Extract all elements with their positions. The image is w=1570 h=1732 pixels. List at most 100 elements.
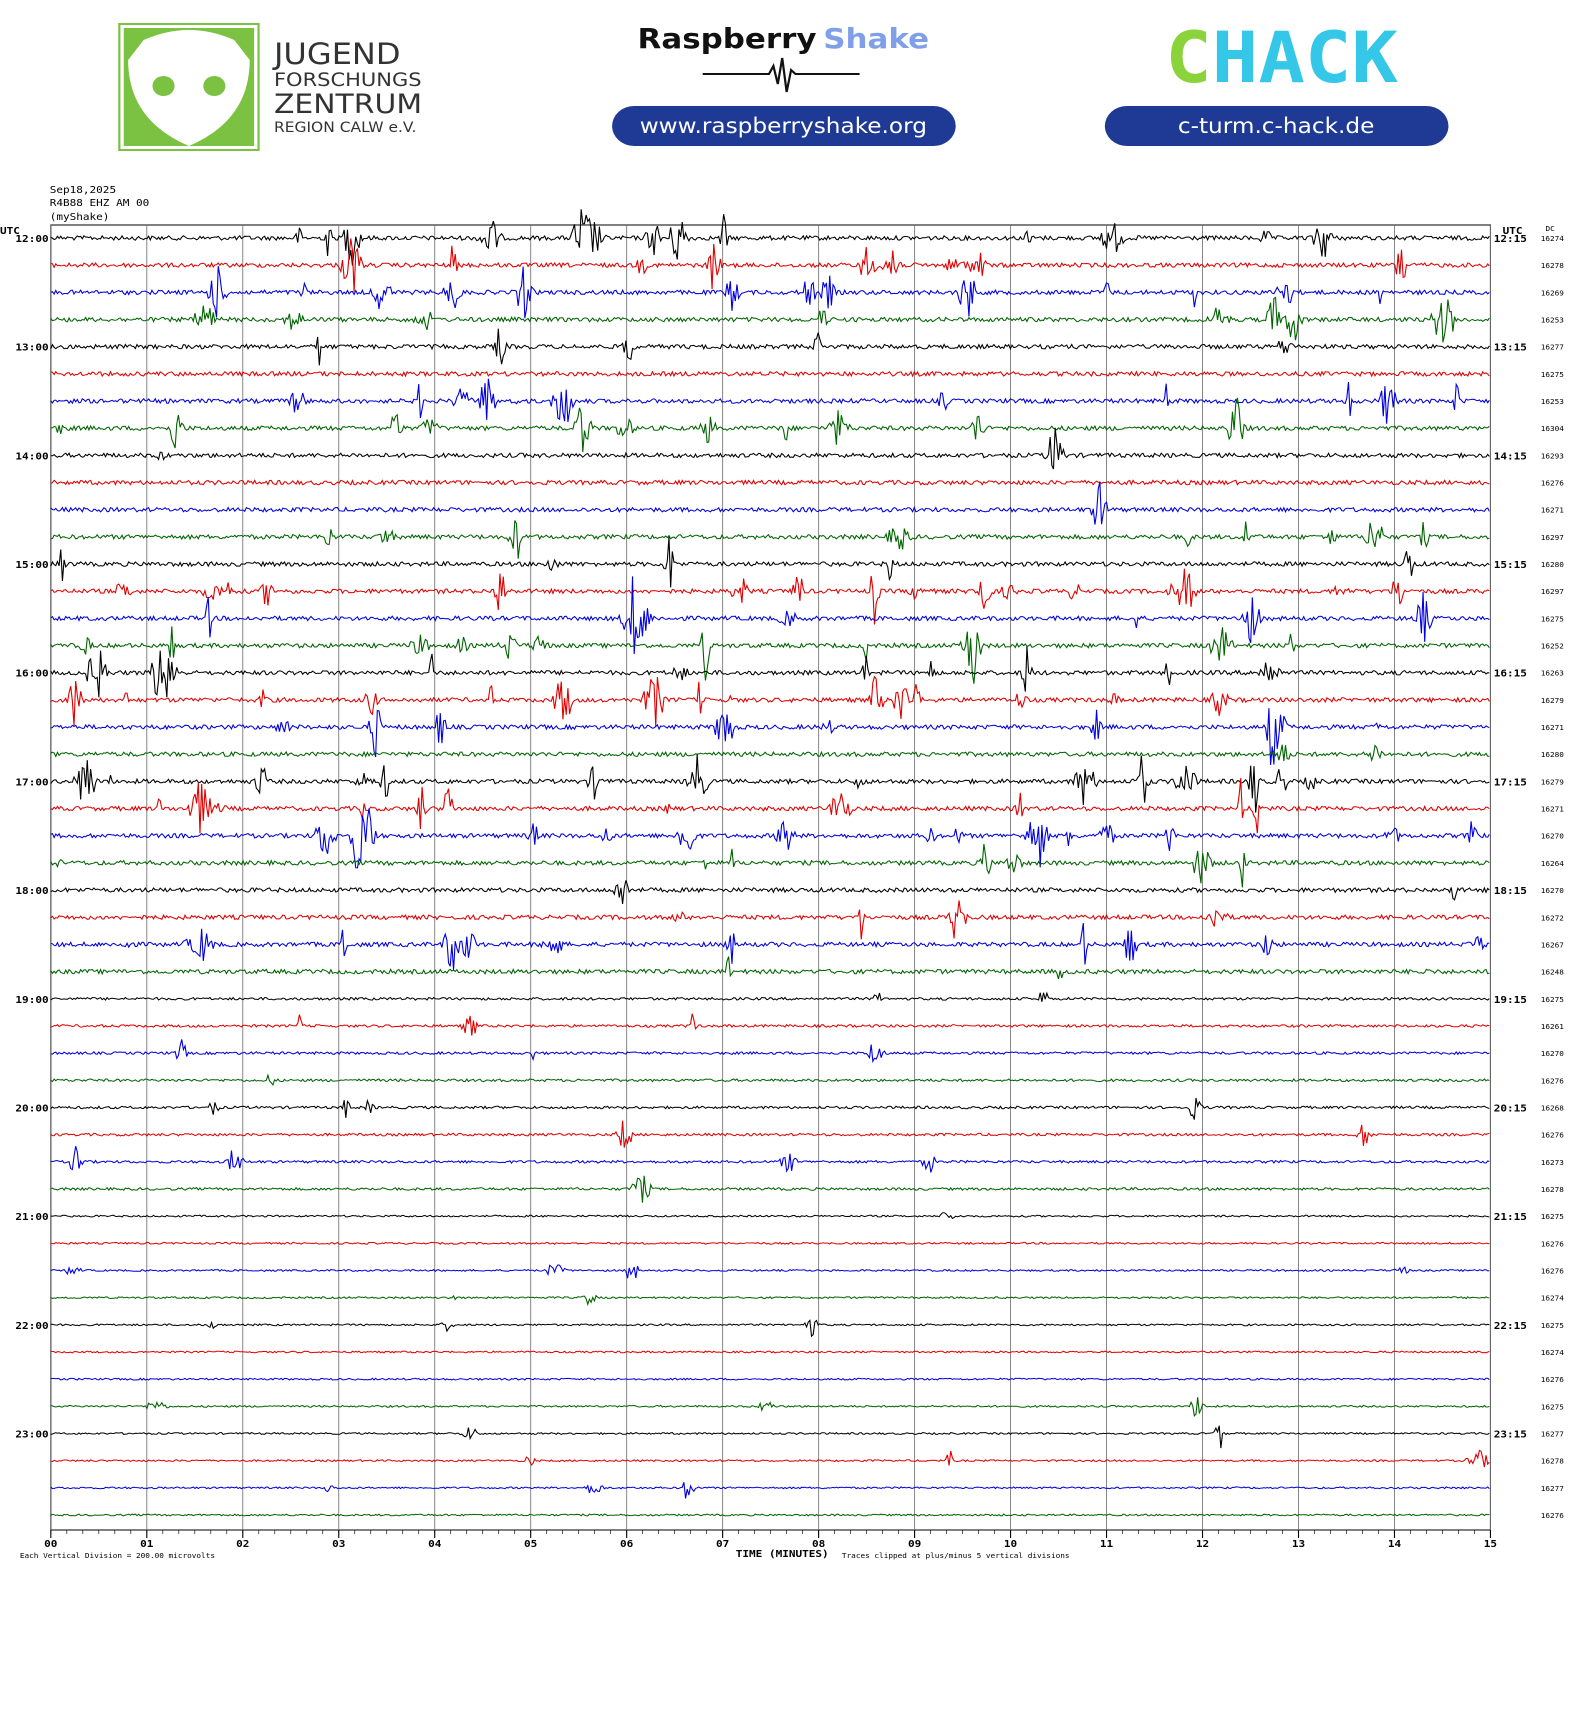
hour-label: 16:00 xyxy=(15,668,48,679)
dc-value: 16248 xyxy=(1541,968,1564,977)
dc-value: 16274 xyxy=(1541,1294,1565,1303)
trace xyxy=(50,843,1490,888)
dc-value: 16275 xyxy=(1541,1212,1564,1221)
trace xyxy=(50,520,1490,559)
trace xyxy=(50,1120,1490,1148)
dc-value: 16293 xyxy=(1541,452,1564,461)
trace xyxy=(50,1241,1490,1245)
x-tick-label: 09 xyxy=(908,1538,921,1549)
trace xyxy=(50,397,1490,453)
dc-value: 16278 xyxy=(1541,1185,1564,1194)
dc-value: 16263 xyxy=(1541,669,1564,678)
dc-value: 16275 xyxy=(1541,995,1564,1004)
hour-label: 13:00 xyxy=(15,342,48,353)
hour-label: 23:15 xyxy=(1494,1429,1527,1440)
dc-value: 16304 xyxy=(1541,425,1565,434)
dc-value: 16278 xyxy=(1541,1457,1564,1466)
trace xyxy=(50,576,1490,655)
hour-label: 19:00 xyxy=(15,994,48,1005)
rs-word: Shake xyxy=(823,22,929,54)
hour-label: 22:15 xyxy=(1494,1320,1527,1331)
hour-label: 16:15 xyxy=(1494,668,1527,679)
hour-label: 19:15 xyxy=(1494,994,1527,1005)
hour-label: 15:00 xyxy=(15,560,48,571)
dc-value: 16277 xyxy=(1541,1484,1564,1493)
x-tick-label: 13 xyxy=(1292,1538,1305,1549)
dc-value: 16271 xyxy=(1541,506,1564,515)
trace xyxy=(50,1377,1490,1381)
trace xyxy=(50,1425,1490,1449)
dc-value: 16279 xyxy=(1541,778,1564,787)
hour-label: 17:00 xyxy=(15,777,48,788)
trace xyxy=(50,328,1490,366)
trace xyxy=(50,1513,1490,1517)
x-tick-label: 08 xyxy=(812,1538,825,1549)
dc-value: 16278 xyxy=(1541,262,1564,271)
hour-label: 18:00 xyxy=(15,886,48,897)
scale-note: Each Vertical Division = 200.00 microvol… xyxy=(20,1551,215,1560)
dc-value: 16276 xyxy=(1541,1267,1564,1276)
dc-value: 16271 xyxy=(1541,723,1564,732)
hour-label: 15:15 xyxy=(1494,560,1527,571)
x-tick-label: 15 xyxy=(1484,1538,1497,1549)
dc-value: 16276 xyxy=(1541,1511,1564,1520)
dc-value: 16280 xyxy=(1541,751,1564,760)
logo-text: ZENTRUM xyxy=(274,88,422,119)
hour-label: 21:15 xyxy=(1494,1212,1527,1223)
dc-label: DC xyxy=(1545,224,1554,233)
dc-value: 16269 xyxy=(1541,289,1564,298)
trace xyxy=(50,1482,1490,1499)
dc-value: 16276 xyxy=(1541,1240,1564,1249)
dc-value: 16279 xyxy=(1541,696,1564,705)
hour-label: 12:00 xyxy=(15,233,48,244)
trace xyxy=(50,1350,1490,1354)
x-tick-label: 03 xyxy=(332,1538,345,1549)
dc-value: 16280 xyxy=(1541,560,1564,569)
trace xyxy=(50,209,1490,266)
trace xyxy=(50,1449,1490,1468)
dc-value: 16276 xyxy=(1541,479,1564,488)
trace xyxy=(50,1319,1490,1338)
hour-label: 20:00 xyxy=(15,1103,48,1114)
dc-value: 16274 xyxy=(1541,234,1565,243)
clip-note: Traces clipped at plus/minus 5 vertical … xyxy=(842,1551,1070,1560)
dc-value: 16270 xyxy=(1541,886,1564,895)
trace xyxy=(50,900,1490,940)
chack-c: C xyxy=(1165,18,1212,99)
dc-value: 16253 xyxy=(1541,397,1564,406)
utc-label: UTC xyxy=(1503,225,1523,236)
trace xyxy=(50,744,1490,763)
trace xyxy=(50,238,1490,292)
trace xyxy=(50,481,1490,525)
plot-date: Sep18,2025 xyxy=(50,184,116,195)
rs-word: Raspberry xyxy=(638,22,817,54)
trace xyxy=(50,568,1490,625)
hour-label: 14:00 xyxy=(15,451,48,462)
link-text[interactable]: c-turm.c-hack.de xyxy=(1178,114,1374,139)
link-pill[interactable] xyxy=(1104,106,1449,146)
owl-logo xyxy=(118,23,260,151)
x-axis-title: TIME (MINUTES) xyxy=(736,1548,829,1559)
trace xyxy=(50,646,1490,698)
trace xyxy=(50,1294,1490,1307)
link-text[interactable]: www.raspberryshake.org xyxy=(640,114,927,139)
logo-text: REGION CALW e.V. xyxy=(274,120,416,136)
trace xyxy=(50,956,1490,980)
x-tick-label: 10 xyxy=(1004,1538,1017,1549)
dc-value: 16270 xyxy=(1541,832,1564,841)
dc-value: 16275 xyxy=(1541,370,1564,379)
dc-value: 16273 xyxy=(1541,1158,1564,1167)
link-pill[interactable] xyxy=(612,106,956,146)
dc-value: 16277 xyxy=(1541,1430,1564,1439)
dc-value: 16271 xyxy=(1541,805,1564,814)
trace xyxy=(50,1175,1490,1203)
dc-value: 16276 xyxy=(1541,1077,1564,1086)
trace xyxy=(50,923,1490,971)
dc-value: 16270 xyxy=(1541,1049,1564,1058)
trace xyxy=(50,675,1490,727)
trace xyxy=(50,378,1490,424)
plot-source: (myShake) xyxy=(50,211,110,222)
x-tick-label: 02 xyxy=(236,1538,249,1549)
logo-text: JUGEND xyxy=(272,38,401,71)
dc-value: 16267 xyxy=(1541,941,1564,950)
